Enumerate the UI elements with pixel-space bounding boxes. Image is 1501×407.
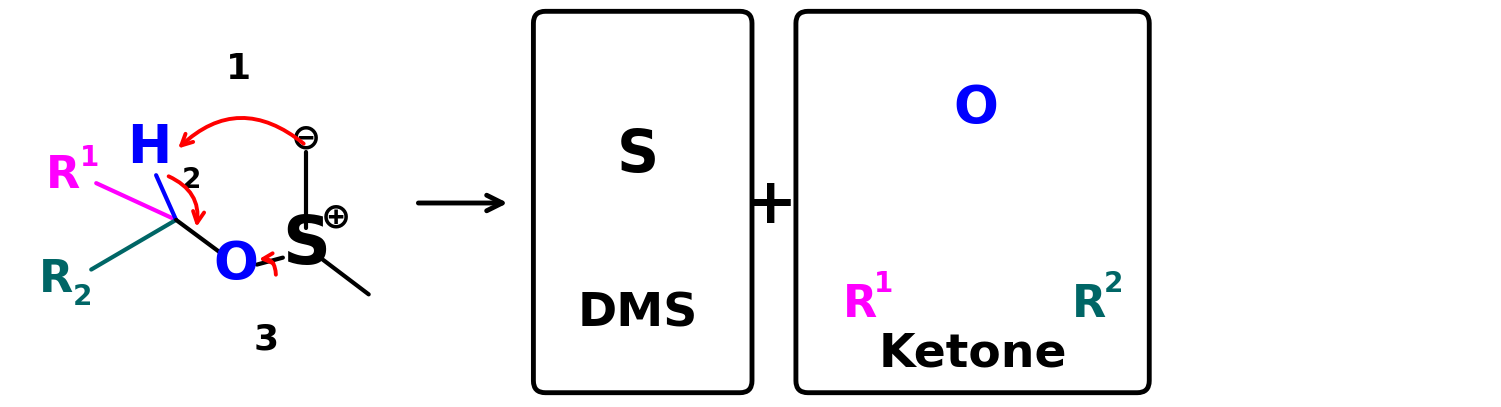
Text: R: R: [1072, 283, 1106, 326]
FancyBboxPatch shape: [796, 11, 1150, 393]
Text: R: R: [47, 154, 81, 197]
Text: DMS: DMS: [578, 292, 698, 337]
Text: 1: 1: [80, 144, 99, 172]
Text: 2: 2: [72, 283, 92, 311]
Text: ⊕: ⊕: [321, 201, 351, 235]
Text: S: S: [617, 127, 659, 184]
Text: R: R: [39, 258, 74, 301]
Text: 1: 1: [874, 270, 893, 298]
Text: +: +: [743, 174, 797, 236]
Text: R: R: [842, 283, 877, 326]
Text: 3: 3: [254, 322, 279, 356]
Text: Ketone: Ketone: [878, 331, 1067, 376]
Text: H: H: [128, 123, 171, 174]
Text: O: O: [213, 239, 258, 291]
Text: ⊖: ⊖: [291, 121, 321, 155]
Text: 2: 2: [1103, 270, 1123, 298]
Text: 2: 2: [182, 166, 201, 194]
Text: 1: 1: [227, 52, 252, 86]
Text: S: S: [282, 212, 330, 278]
FancyBboxPatch shape: [533, 11, 752, 393]
Text: O: O: [953, 83, 998, 135]
